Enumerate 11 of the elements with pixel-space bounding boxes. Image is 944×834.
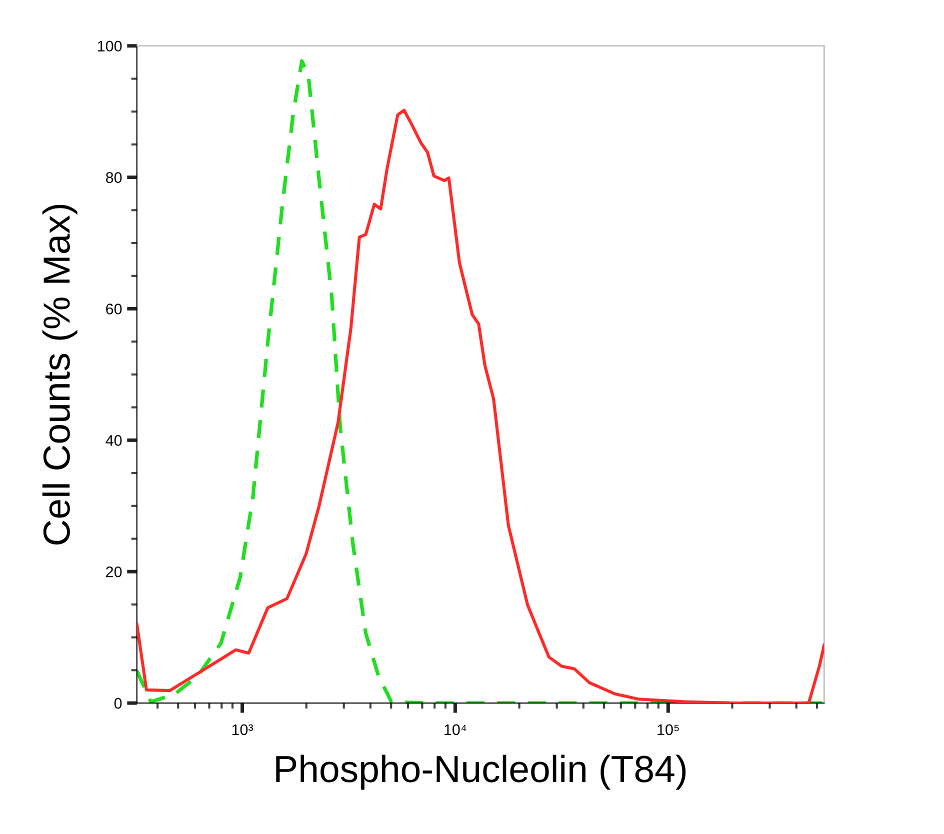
x-tick-label: 10⁵ xyxy=(658,724,679,736)
y-tick-label: 60 xyxy=(106,304,122,314)
y-axis-title: Cell Counts (% Max) xyxy=(42,204,78,544)
x-axis-title: Phospho-Nucleolin (T84) xyxy=(276,754,686,790)
y-tick-label: 40 xyxy=(106,435,122,446)
y-tick-label: 0 xyxy=(114,698,122,709)
y-tick-label: 80 xyxy=(106,172,122,183)
x-tick-label: 10³ xyxy=(232,724,253,736)
y-tick-label: 20 xyxy=(106,566,122,578)
y-tick-label: 100 xyxy=(98,40,122,52)
x-tick-label: 10⁴ xyxy=(444,724,466,736)
